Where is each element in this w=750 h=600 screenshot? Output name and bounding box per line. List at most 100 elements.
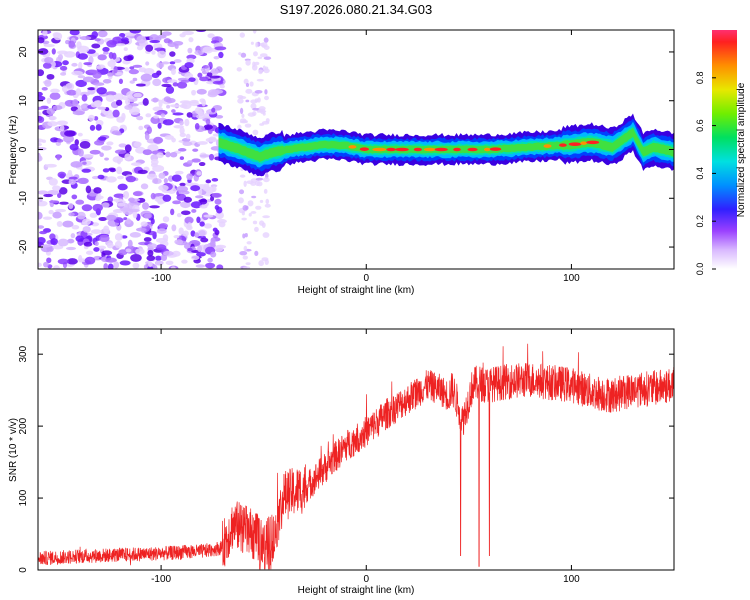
noise-blob <box>65 83 73 89</box>
noise-blob <box>38 106 45 111</box>
ridge-core <box>559 143 567 147</box>
noise-blob <box>239 107 244 115</box>
noise-blob <box>190 230 196 237</box>
bottom-x-ticks: -100 0 100 <box>151 329 580 585</box>
noise-blob <box>130 162 142 166</box>
noise-blob <box>194 50 204 56</box>
noise-blob <box>242 266 251 269</box>
noise-blob <box>150 158 159 166</box>
noise-blob <box>38 200 48 207</box>
noise-blob <box>197 141 208 145</box>
noise-blob <box>115 99 123 106</box>
noise-blob <box>176 212 182 218</box>
noise-blob <box>169 61 176 65</box>
noise-blob <box>75 79 87 88</box>
noise-blob <box>97 106 107 110</box>
noise-blob <box>255 177 264 181</box>
noise-blob <box>114 209 122 213</box>
ridge-core <box>348 145 357 149</box>
noise-blob <box>158 172 166 179</box>
noise-blob <box>127 239 133 248</box>
noise-blob <box>85 185 92 194</box>
noise-blob <box>104 157 110 161</box>
noise-blob <box>43 193 54 198</box>
noise-blob <box>150 97 160 103</box>
noise-blob <box>64 130 76 137</box>
noise-blob <box>125 218 132 225</box>
noise-blob <box>237 94 244 99</box>
bottom-y-ticks: 0 100 200 300 <box>18 345 674 573</box>
noise-blob <box>101 250 113 256</box>
noise-blob <box>56 154 61 161</box>
noise-blob <box>47 189 59 196</box>
noise-blob <box>121 112 126 121</box>
noise-blob <box>83 241 93 247</box>
colorbar-label: Normalized spectral amplitude <box>736 82 747 217</box>
noise-blob <box>38 211 43 220</box>
noise-blob <box>213 55 220 60</box>
noise-blob <box>155 244 167 251</box>
noise-blob <box>116 166 123 175</box>
noise-blob <box>173 235 180 239</box>
noise-blob <box>241 113 245 119</box>
noise-blob <box>121 96 128 101</box>
noise-blob <box>145 61 150 66</box>
noise-blob <box>183 196 192 203</box>
noise-blob <box>59 201 69 205</box>
noise-blob <box>102 46 110 52</box>
noise-blob <box>198 230 206 237</box>
noise-blob <box>124 67 130 72</box>
noise-blob <box>135 248 145 255</box>
colorbar-ticks: 0.0 0.2 0.4 0.6 0.8 <box>695 72 716 275</box>
noise-blob <box>111 130 121 136</box>
noise-blob <box>101 145 112 151</box>
noise-blob <box>158 223 169 229</box>
noise-blob <box>38 225 45 229</box>
noise-blob <box>125 175 136 183</box>
noise-blob <box>147 249 154 257</box>
noise-blob <box>171 224 177 232</box>
noise-blob <box>94 38 101 42</box>
noise-blob <box>39 230 48 235</box>
noise-blob <box>132 64 143 68</box>
noise-blob <box>264 259 269 265</box>
noise-blob <box>38 91 43 97</box>
noise-blob <box>172 200 181 205</box>
noise-blob <box>165 85 175 94</box>
noise-blob <box>239 189 245 195</box>
x-tick-label: 100 <box>563 574 580 585</box>
noise-blob <box>147 144 159 152</box>
noise-blob <box>238 52 242 56</box>
noise-blob <box>199 198 208 205</box>
noise-blob <box>182 230 189 237</box>
noise-blob <box>197 245 203 252</box>
noise-blob <box>245 99 250 103</box>
noise-blob <box>149 205 160 209</box>
ridge-core <box>386 147 396 152</box>
bottom-y-axis-label: SNR (10 * v/v) <box>8 418 19 482</box>
noise-blob <box>196 216 201 224</box>
noise-blob <box>165 97 176 104</box>
noise-blob <box>75 88 82 96</box>
noise-blob <box>81 218 91 226</box>
noise-blob <box>254 98 259 103</box>
noise-blob <box>135 83 146 87</box>
noise-blob <box>179 156 185 161</box>
noise-blob <box>214 245 224 252</box>
noise-blob <box>179 33 186 38</box>
noise-blob <box>80 104 87 109</box>
y-tick-label: 200 <box>18 417 29 434</box>
ridge-core <box>543 144 552 148</box>
noise-blob <box>77 177 89 185</box>
noise-blob <box>177 148 187 152</box>
noise-blob <box>254 61 260 66</box>
noise-blob <box>113 93 124 101</box>
noise-blob <box>95 197 101 202</box>
noise-blob <box>254 226 259 232</box>
noise-blob <box>142 149 153 156</box>
top-y-ticks: -20 -10 0 10 20 <box>18 46 674 254</box>
noise-blob <box>211 89 224 94</box>
noise-blob <box>45 163 57 168</box>
noise-blob <box>38 111 42 117</box>
